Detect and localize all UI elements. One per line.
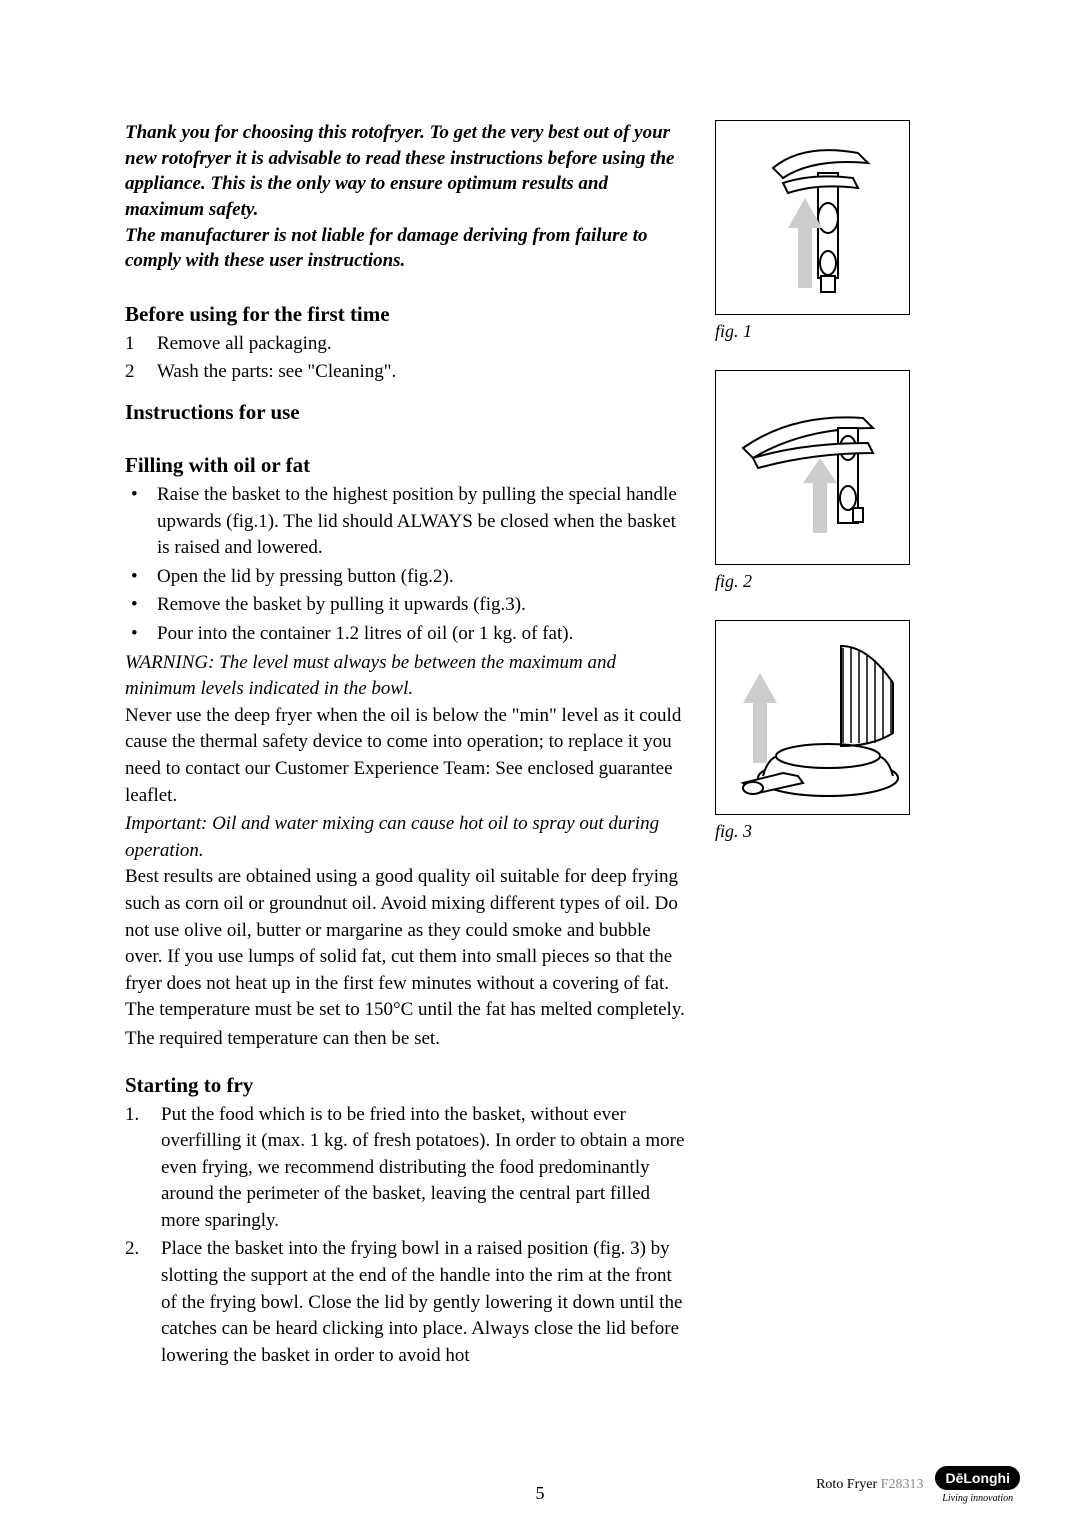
bullet-icon: • xyxy=(125,592,157,619)
intro-para-2: The manufacturer is not liable for damag… xyxy=(125,225,648,272)
product-label: Roto Fryer xyxy=(816,1477,877,1492)
para-never-use: Never use the deep fryer when the oil is… xyxy=(125,703,685,809)
list-item: 2. Place the basket into the frying bowl… xyxy=(125,1236,685,1369)
list-item: • Pour into the container 1.2 litres of … xyxy=(125,621,685,648)
bullet-icon: • xyxy=(125,564,157,591)
item-number: 2 xyxy=(125,359,157,386)
brand-logo: DēLonghi xyxy=(935,1466,1020,1490)
product-name: Roto Fryer F28313 xyxy=(816,1477,923,1493)
model-number: F28313 xyxy=(881,1477,924,1492)
heading-filling: Filling with oil or fat xyxy=(125,453,685,478)
item-text: Open the lid by pressing button (fig.2). xyxy=(157,564,454,591)
page-footer: 5 Roto Fryer F28313 DēLonghi Living inno… xyxy=(0,1466,1080,1504)
list-item: 1 Remove all packaging. xyxy=(125,331,685,358)
bullet-icon: • xyxy=(125,621,157,648)
item-text: Remove the basket by pulling it upwards … xyxy=(157,592,526,619)
para-best-results: Best results are obtained using a good q… xyxy=(125,864,685,1024)
intro-para-1: Thank you for choosing this rotofryer. T… xyxy=(125,122,674,220)
intro-block: Thank you for choosing this rotofryer. T… xyxy=(125,120,685,274)
list-item: • Remove the basket by pulling it upward… xyxy=(125,592,685,619)
item-number: 1. xyxy=(125,1102,161,1235)
figure-3-illustration xyxy=(723,628,903,808)
page-container: Thank you for choosing this rotofryer. T… xyxy=(0,0,1080,1532)
figure-1-illustration xyxy=(723,128,903,308)
list-item: • Open the lid by pressing button (fig.2… xyxy=(125,564,685,591)
figure-3-caption: fig. 3 xyxy=(715,821,925,842)
page-number: 5 xyxy=(536,1483,545,1504)
heading-before-use: Before using for the first time xyxy=(125,302,685,327)
figure-1-caption: fig. 1 xyxy=(715,321,925,342)
starting-list: 1. Put the food which is to be fried int… xyxy=(125,1102,685,1370)
warning-text: WARNING: The level must always be betwee… xyxy=(125,650,685,703)
heading-instructions: Instructions for use xyxy=(125,400,685,425)
figure-1-box xyxy=(715,120,910,315)
important-text: Important: Oil and water mixing can caus… xyxy=(125,811,685,864)
heading-starting: Starting to fry xyxy=(125,1073,685,1098)
brand-logo-wrap: DēLonghi Living innovation xyxy=(935,1466,1020,1504)
list-item: • Raise the basket to the highest positi… xyxy=(125,482,685,562)
item-text: Place the basket into the frying bowl in… xyxy=(161,1236,685,1369)
item-text: Raise the basket to the highest position… xyxy=(157,482,685,562)
bullet-icon: • xyxy=(125,482,157,562)
before-use-list: 1 Remove all packaging. 2 Wash the parts… xyxy=(125,331,685,386)
item-text: Wash the parts: see "Cleaning". xyxy=(157,359,396,386)
list-item: 2 Wash the parts: see "Cleaning". xyxy=(125,359,685,386)
item-text: Remove all packaging. xyxy=(157,331,332,358)
list-item: 1. Put the food which is to be fried int… xyxy=(125,1102,685,1235)
figure-2-illustration xyxy=(723,378,903,558)
content-area: Thank you for choosing this rotofryer. T… xyxy=(125,120,990,1383)
figures-column: fig. 1 fig. 2 xyxy=(715,120,925,1383)
para-required-temp: The required temperature can then be set… xyxy=(125,1026,685,1053)
main-text-column: Thank you for choosing this rotofryer. T… xyxy=(125,120,685,1383)
figure-2-box xyxy=(715,370,910,565)
figure-3-box xyxy=(715,620,910,815)
filling-bullet-list: • Raise the basket to the highest positi… xyxy=(125,482,685,648)
item-number: 1 xyxy=(125,331,157,358)
item-text: Pour into the container 1.2 litres of oi… xyxy=(157,621,573,648)
footer-right: Roto Fryer F28313 DēLonghi Living innova… xyxy=(816,1466,1020,1504)
brand-tagline: Living innovation xyxy=(935,1493,1020,1504)
figure-2-caption: fig. 2 xyxy=(715,571,925,592)
item-text: Put the food which is to be fried into t… xyxy=(161,1102,685,1235)
item-number: 2. xyxy=(125,1236,161,1369)
